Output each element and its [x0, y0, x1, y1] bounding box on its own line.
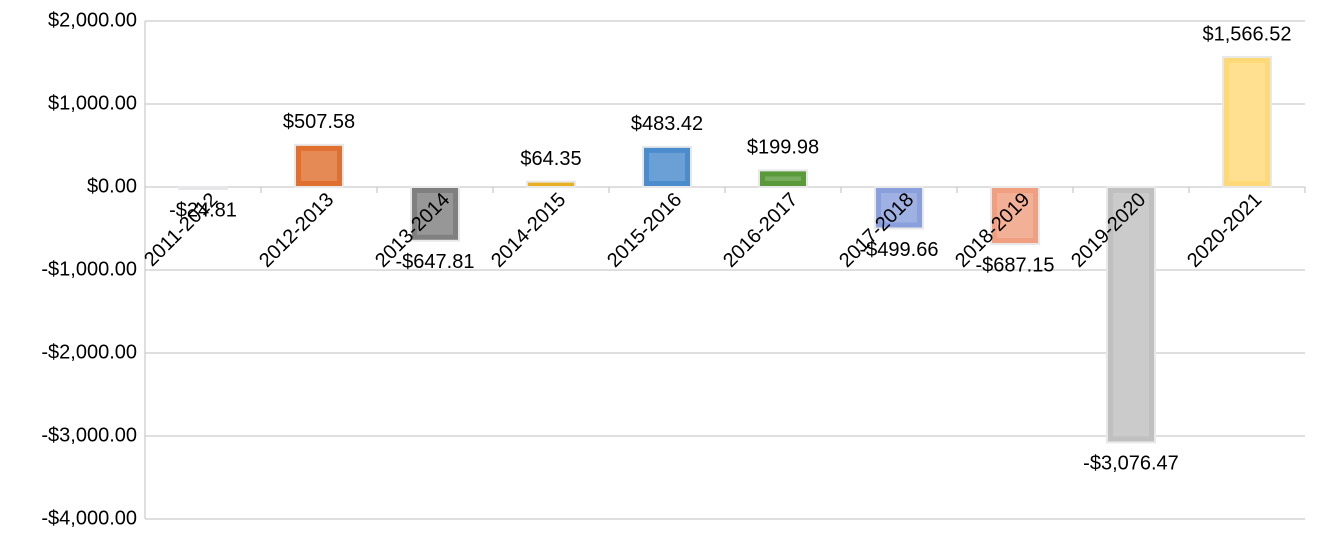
y-tick-label: $1,000.00	[48, 92, 137, 114]
value-label: $199.98	[747, 137, 819, 159]
y-tick-label: $2,000.00	[48, 9, 137, 31]
bar-bevel	[1229, 62, 1265, 182]
bar	[178, 186, 228, 191]
y-tick-label: -$4,000.00	[41, 507, 137, 529]
bar	[874, 186, 924, 230]
x-tick-label: 2015-2016	[603, 189, 686, 272]
bar-bevel	[765, 176, 801, 181]
value-label: $64.35	[520, 148, 581, 170]
value-label: -$687.15	[976, 254, 1055, 276]
bar	[294, 143, 344, 189]
bar-bevel	[649, 152, 685, 181]
x-tick-label: 2020-2021	[1183, 189, 1266, 272]
bar-bevel	[1113, 193, 1149, 437]
y-tick-label: -$2,000.00	[41, 341, 137, 363]
x-tick-label: 2016-2017	[719, 189, 802, 272]
bar-bevel	[881, 193, 917, 223]
x-tick-label: 2014-2015	[487, 189, 570, 272]
bar	[642, 145, 692, 189]
value-label: -$499.66	[860, 239, 939, 261]
x-tick-label: 2012-2013	[255, 189, 338, 272]
y-tick-label: -$1,000.00	[41, 258, 137, 280]
bar	[758, 169, 808, 188]
bar	[526, 180, 576, 189]
value-label: $507.58	[283, 111, 355, 133]
bar	[1222, 55, 1272, 189]
bar-bevel	[301, 150, 337, 181]
value-label: -$3,076.47	[1083, 453, 1179, 475]
y-tick-label: $0.00	[87, 175, 137, 197]
bar	[990, 186, 1040, 246]
value-label: $483.42	[631, 113, 703, 135]
bar	[410, 186, 460, 242]
bar	[1106, 186, 1156, 444]
bar-bevel	[417, 193, 453, 235]
value-label: -$24.81	[169, 199, 237, 221]
value-label: -$647.81	[396, 251, 475, 273]
bar-bevel	[997, 193, 1033, 239]
value-label: $1,566.52	[1203, 23, 1292, 45]
y-tick-label: -$3,000.00	[41, 424, 137, 446]
